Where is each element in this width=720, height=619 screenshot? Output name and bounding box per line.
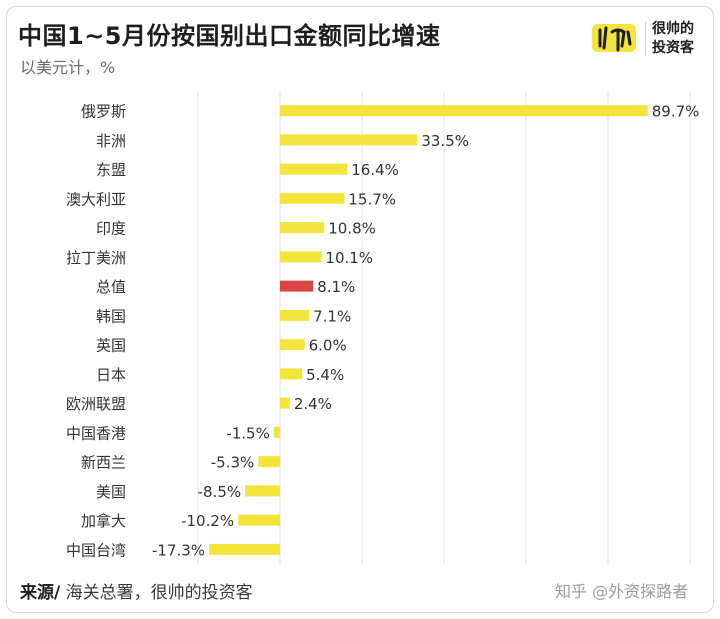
category-label: 美国 [96, 483, 126, 501]
brand-name: 很帅的 投资客 [652, 20, 694, 58]
category-label: 非洲 [96, 132, 126, 150]
category-label: 中国香港 [66, 424, 126, 442]
bar [280, 397, 290, 409]
data-label: 2.4% [294, 395, 332, 413]
bar [280, 105, 648, 117]
category-label: 印度 [96, 220, 126, 238]
data-label: 16.4% [351, 161, 399, 179]
category-label: 欧洲联盟 [66, 395, 126, 413]
source-note: 来源/ 海关总署，很帅的投资客 [20, 578, 253, 603]
category-label: 俄罗斯 [81, 103, 126, 121]
data-label: 5.4% [306, 366, 344, 384]
bar [245, 485, 280, 497]
category-label: 新西兰 [81, 454, 126, 472]
bar [209, 543, 280, 555]
bar [280, 368, 303, 380]
bar [280, 134, 418, 146]
bar [280, 222, 325, 234]
data-label: 10.1% [325, 249, 373, 267]
data-label: 6.0% [309, 337, 347, 355]
data-label: 15.7% [348, 190, 396, 208]
brand-name-line2: 投资客 [652, 40, 694, 56]
data-label: 8.1% [317, 278, 355, 296]
data-label: -1.5% [226, 424, 270, 442]
bar-highlight [280, 280, 314, 292]
chart-subtitle: 以美元计，% [20, 58, 116, 77]
data-label: -5.3% [211, 454, 255, 472]
bar [280, 192, 345, 204]
bar [280, 309, 310, 321]
data-label: 10.8% [328, 220, 376, 238]
source-text: 海关总署，很帅的投资客 [60, 583, 253, 603]
bar [280, 251, 322, 263]
watermark: 知乎 @外资探路者 [555, 582, 689, 601]
brand-logo-icon [592, 24, 636, 52]
category-label: 东盟 [96, 161, 126, 179]
chart-title: 中国1~5月份按国别出口金额同比增速 [18, 22, 441, 50]
data-label: -8.5% [198, 483, 242, 501]
data-label: -10.2% [181, 512, 234, 530]
category-label: 加拿大 [81, 512, 126, 530]
brand-name-line1: 很帅的 [652, 21, 694, 37]
category-label: 英国 [96, 337, 126, 355]
data-label: 33.5% [421, 132, 469, 150]
data-label: -17.3% [152, 541, 205, 559]
bar [238, 514, 280, 526]
logo-divider [645, 22, 646, 56]
data-label: 7.1% [313, 307, 351, 325]
data-label: 89.7% [652, 103, 700, 121]
bar [258, 456, 280, 468]
bar [273, 426, 280, 438]
bar [280, 339, 305, 351]
category-label: 韩国 [96, 307, 126, 325]
category-label: 拉丁美洲 [66, 249, 126, 267]
source-lead: 来源/ [20, 583, 61, 603]
bar [280, 163, 348, 175]
category-label: 总值 [96, 278, 126, 296]
category-label: 中国台湾 [66, 541, 126, 559]
category-label: 日本 [96, 366, 126, 384]
category-label: 澳大利亚 [66, 190, 126, 208]
